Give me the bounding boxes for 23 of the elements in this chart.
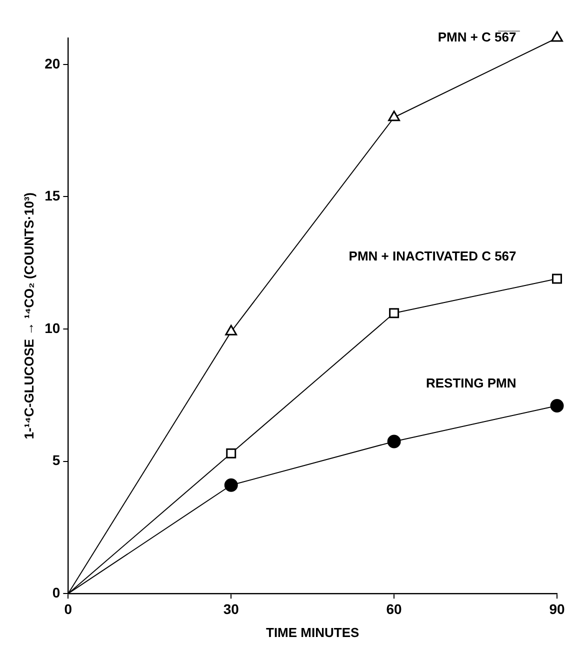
point	[551, 31, 563, 42]
x-tick-label: 60	[386, 600, 402, 617]
x-axis-title: TIME MINUTES	[266, 624, 360, 640]
point	[389, 308, 400, 318]
y-axis-title: 1-¹⁴C-GLUCOSE → ¹⁴CO₂ (COUNTS·10³)	[21, 192, 36, 440]
point	[225, 324, 238, 336]
x-tick-label: 30	[223, 600, 240, 617]
point	[224, 478, 238, 492]
y-tick-label: 5	[52, 452, 60, 468]
point	[388, 110, 400, 122]
series-label: PMN + INACTIVATED C 567	[348, 248, 516, 264]
x-tick-label: 0	[64, 600, 72, 617]
point	[550, 399, 564, 413]
y-tick-label: 0	[52, 584, 60, 600]
series-label: RESTING PMN	[426, 375, 516, 390]
series-label: PMN + C 5̅6̅7̅	[438, 30, 520, 45]
point	[387, 434, 401, 448]
point	[552, 274, 562, 284]
y-tick-label: 20	[44, 55, 60, 72]
point	[226, 448, 236, 458]
y-tick-label: 10	[44, 320, 60, 336]
x-tick-label: 90	[549, 600, 565, 617]
y-tick-label: 15	[44, 188, 60, 204]
